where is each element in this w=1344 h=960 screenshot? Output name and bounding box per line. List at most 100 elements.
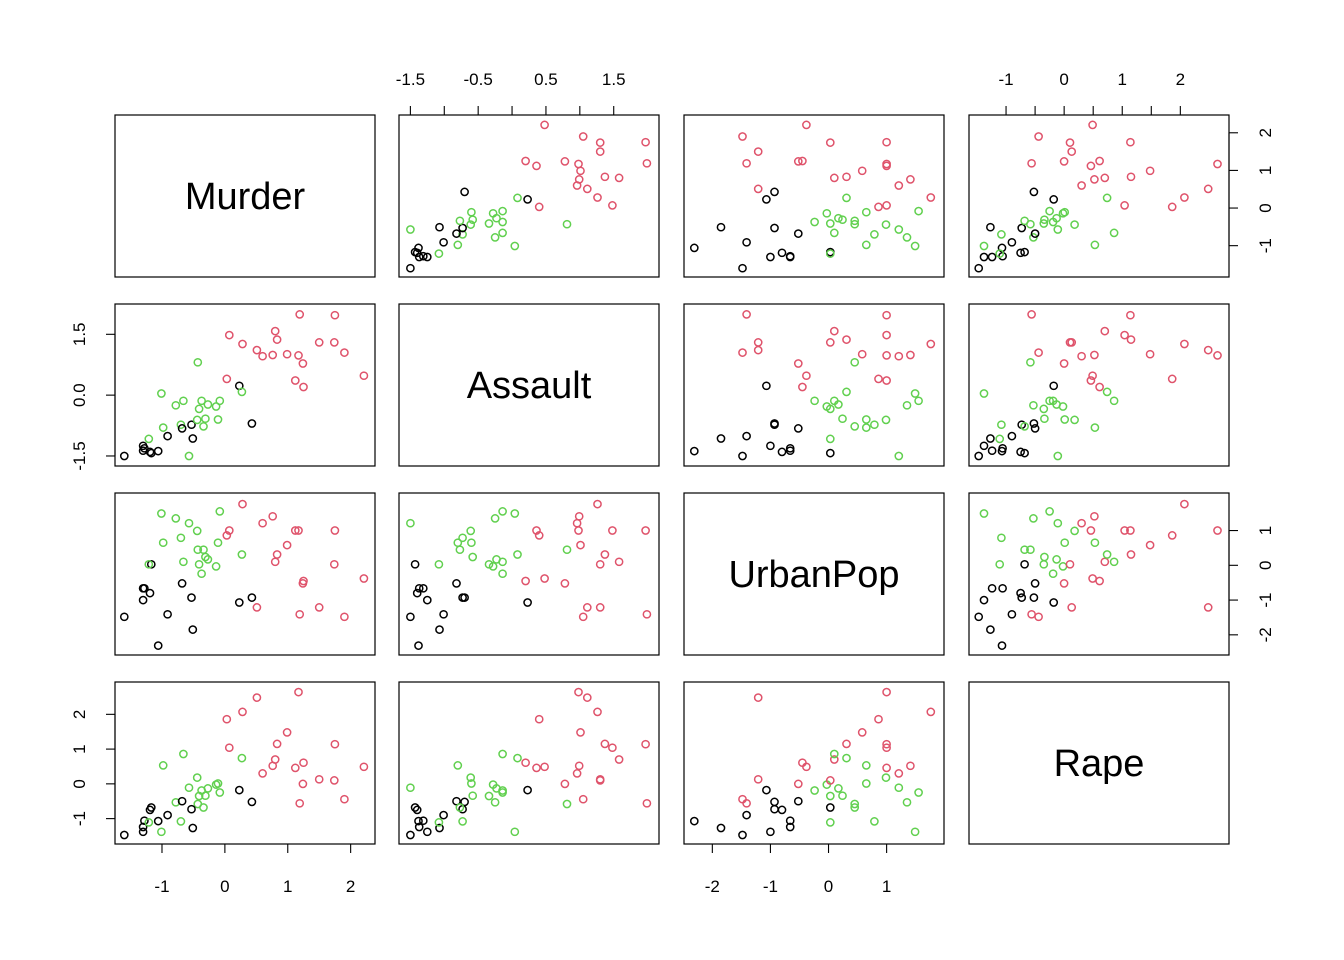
- data-point: [455, 216, 465, 226]
- data-point: [1007, 609, 1017, 619]
- tick-label: 0.5: [534, 70, 558, 89]
- data-point: [1067, 603, 1077, 612]
- data-point: [458, 817, 467, 826]
- data-point: [144, 559, 154, 569]
- data-point: [272, 335, 282, 344]
- data-point: [314, 774, 324, 784]
- data-point: [192, 526, 202, 536]
- data-point: [1029, 593, 1039, 602]
- data-point: [268, 761, 278, 771]
- data-point: [578, 794, 588, 804]
- data-point: [484, 791, 494, 801]
- data-point: [582, 693, 592, 702]
- data-point: [1102, 387, 1112, 397]
- data-point: [455, 803, 465, 812]
- data-point: [498, 228, 507, 238]
- data-point: [1167, 374, 1177, 384]
- data-point: [1120, 526, 1129, 535]
- data-point: [793, 424, 803, 433]
- tick-label: 2: [346, 877, 355, 896]
- data-point: [418, 251, 428, 261]
- data-point: [238, 339, 247, 349]
- data-point: [138, 595, 148, 605]
- data-point: [406, 225, 415, 234]
- data-point: [995, 249, 1005, 258]
- data-point: [359, 371, 369, 381]
- data-point: [582, 603, 592, 612]
- tick-label: 2: [1176, 70, 1185, 89]
- data-point: [1060, 207, 1070, 217]
- data-point: [902, 797, 912, 807]
- data-point: [460, 187, 469, 197]
- data-point: [1020, 559, 1029, 569]
- data-point: [777, 248, 787, 258]
- data-point: [171, 400, 181, 410]
- data-point: [850, 216, 860, 226]
- data-point: [842, 739, 851, 749]
- panel-frame: [968, 681, 1230, 845]
- data-point: [1120, 330, 1129, 340]
- data-point: [910, 827, 920, 837]
- data-point: [882, 330, 891, 340]
- data-point: [282, 540, 292, 550]
- data-point: [295, 310, 305, 319]
- data-point: [614, 557, 624, 567]
- data-point: [1039, 559, 1049, 569]
- data-point: [224, 330, 234, 340]
- data-point: [188, 823, 198, 833]
- tick-label: 1: [70, 744, 89, 753]
- data-point: [158, 761, 168, 770]
- data-point: [498, 206, 507, 216]
- data-point: [785, 446, 795, 456]
- data-point: [414, 243, 423, 253]
- data-point: [874, 374, 883, 384]
- data-point: [766, 827, 775, 837]
- data-point: [157, 827, 166, 837]
- data-point: [532, 763, 541, 773]
- data-point: [144, 818, 154, 827]
- data-point: [1027, 158, 1036, 168]
- data-point: [802, 120, 811, 130]
- data-point: [798, 156, 807, 166]
- tick-label: -0.5: [464, 70, 493, 89]
- data-point: [1145, 166, 1155, 176]
- data-point: [600, 739, 610, 749]
- data-point: [192, 415, 202, 425]
- data-point: [1034, 348, 1043, 357]
- data-point: [1048, 569, 1058, 579]
- data-point: [1095, 576, 1104, 586]
- data-point: [298, 359, 308, 368]
- x-axis-top-assault: -1.5 -0.5 0.5 1.5: [396, 70, 626, 116]
- data-point: [1049, 381, 1059, 391]
- data-point: [258, 351, 267, 361]
- data-point: [153, 446, 163, 456]
- data-point: [762, 195, 771, 204]
- data-point: [1039, 219, 1049, 228]
- data-point: [861, 415, 871, 424]
- data-point: [252, 693, 262, 702]
- data-point: [414, 822, 424, 832]
- data-point: [1095, 382, 1104, 392]
- data-point: [1086, 376, 1096, 385]
- panel-murder-vs-murder: Murder: [114, 114, 376, 278]
- data-point: [455, 545, 465, 555]
- data-point: [1060, 538, 1070, 548]
- data-point: [187, 593, 196, 602]
- data-point: [857, 349, 867, 359]
- data-point: [1040, 552, 1049, 562]
- data-point: [562, 799, 572, 809]
- data-point: [595, 147, 605, 156]
- data-point: [1020, 422, 1029, 431]
- data-point: [1126, 526, 1135, 535]
- data-point: [641, 526, 650, 535]
- data-point: [510, 509, 520, 518]
- data-point: [1059, 157, 1069, 166]
- data-point: [738, 451, 747, 461]
- data-point: [825, 249, 835, 258]
- data-point: [513, 550, 522, 559]
- data-point: [753, 774, 763, 784]
- data-point: [793, 796, 803, 806]
- data-point: [870, 420, 879, 430]
- data-point: [1016, 248, 1025, 258]
- data-point: [435, 625, 444, 634]
